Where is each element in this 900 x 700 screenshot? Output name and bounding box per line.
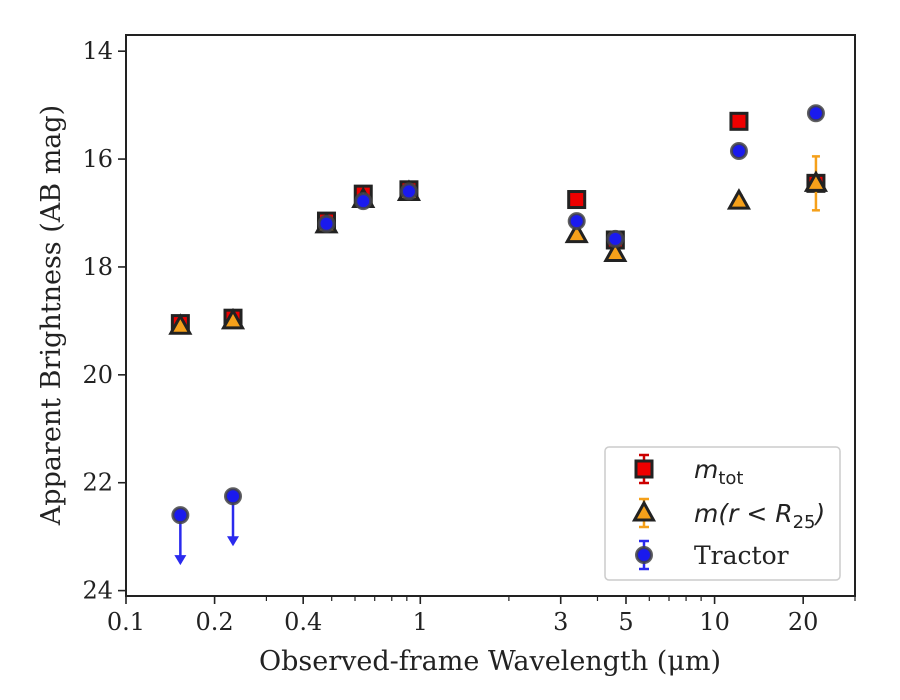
data-point-circle [171, 506, 190, 525]
data-point-circle [806, 104, 825, 123]
legend-label-tail: ) [814, 499, 826, 528]
x-tick-label: 20 [788, 608, 819, 636]
data-point-square [729, 111, 749, 131]
data-point-square [567, 190, 587, 210]
data-point-circle [567, 212, 586, 231]
data-point-triangle [803, 170, 828, 192]
data-point-triangle [603, 240, 628, 262]
x-tick-label: 5 [618, 608, 633, 636]
legend-label-main: m(r < R [694, 499, 793, 528]
data-point-circle [729, 141, 748, 160]
legend-label-main: m [694, 455, 718, 484]
legend-label-subscript: 25 [793, 512, 816, 533]
data-point-triangle [726, 188, 752, 210]
x-tick-label: 0.1 [107, 608, 145, 636]
y-tick-label: 24 [82, 577, 113, 605]
y-tick-label: 14 [82, 37, 113, 65]
x-tick-label: 0.4 [284, 608, 322, 636]
upper-limit-arrowhead [174, 555, 187, 566]
legend-marker-circle [635, 546, 653, 564]
legend-label: mtot [694, 455, 744, 489]
data-point-triangle [564, 221, 589, 244]
y-tick-label: 18 [82, 253, 113, 281]
plot-frame [125, 34, 856, 597]
data-point-triangle [220, 307, 246, 330]
legend-box [604, 446, 841, 581]
upper-limit-arrowhead [227, 536, 240, 547]
y-tick-label: 16 [82, 145, 113, 173]
data-point-triangle [168, 313, 193, 335]
data-point-circle [317, 214, 336, 233]
x-axis-label: Observed-frame Wavelength (μm) [259, 646, 721, 677]
series-3 [171, 104, 825, 566]
x-tick-label: 1 [413, 608, 428, 636]
data-point-circle [606, 229, 625, 248]
legend-label-subscript: tot [718, 468, 743, 489]
x-tick-label: 10 [699, 608, 730, 636]
series-1 [170, 111, 826, 334]
plot-marks [168, 104, 828, 566]
data-point-circle [399, 182, 418, 201]
series-2 [168, 155, 828, 335]
x-tick-label: 0.2 [196, 608, 234, 636]
data-point-circle [224, 487, 243, 506]
x-tick-label: 3 [553, 608, 568, 636]
y-axis-label: Apparent Brightness (AB mag) [36, 105, 67, 526]
y-tick-label: 20 [82, 361, 113, 389]
legend-label: m(r < R25) [694, 499, 825, 533]
y-tick-label: 22 [82, 469, 113, 497]
data-point-circle [354, 192, 373, 211]
legend-marker-triangle [631, 499, 657, 522]
legend: mtot m(r < R25) Tractor [604, 446, 841, 581]
legend-label: Tractor [694, 541, 789, 570]
legend-marker-square [634, 459, 654, 479]
axes: 0.1 0.2 0.4 1 3 5 10 20 14 16 18 20 22 24 [82, 34, 856, 636]
